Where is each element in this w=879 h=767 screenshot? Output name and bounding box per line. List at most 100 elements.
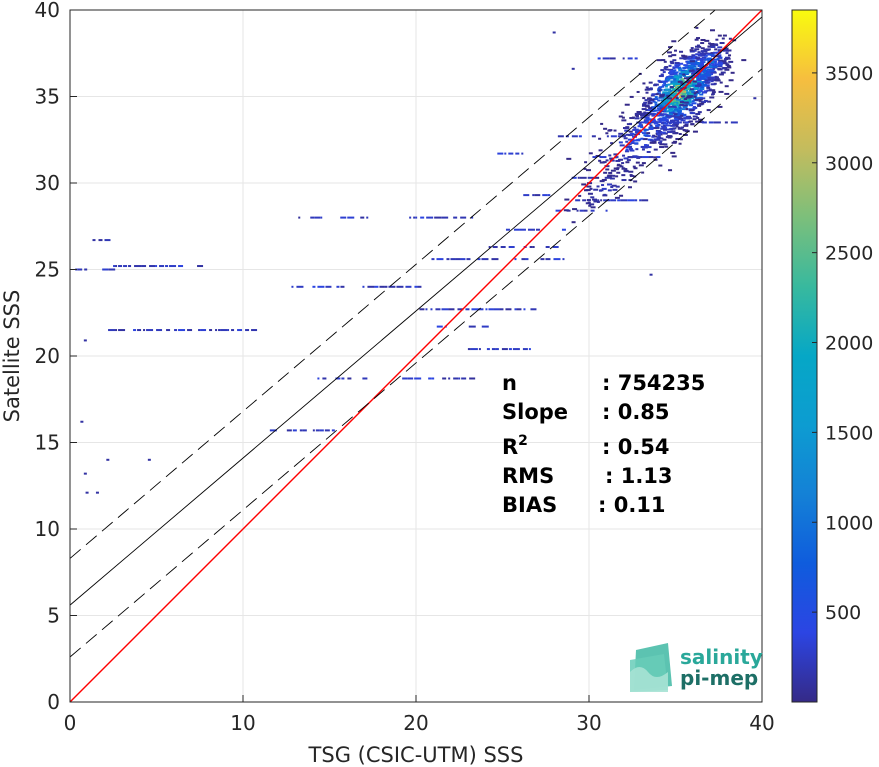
density-cell	[660, 73, 664, 76]
density-cell	[670, 75, 676, 78]
density-cell	[670, 105, 676, 108]
density-cell	[660, 99, 665, 102]
density-cell	[652, 113, 658, 116]
density-cell	[687, 85, 691, 88]
streak-cell	[340, 285, 345, 288]
density-cell	[627, 138, 633, 141]
streak-cell	[335, 377, 341, 380]
streak-cell	[156, 329, 163, 332]
density-cell	[674, 117, 678, 120]
density-cell	[677, 86, 681, 89]
streak-cell	[521, 152, 524, 155]
density-cell	[711, 91, 716, 94]
density-cell	[656, 137, 660, 140]
density-cell	[665, 120, 669, 123]
density-cell	[640, 116, 644, 119]
density-cell	[741, 59, 747, 62]
streak-cell	[215, 329, 218, 332]
density-cell	[669, 60, 674, 63]
density-cell	[644, 146, 648, 149]
density-cell	[605, 132, 609, 135]
x-tick-label: 40	[749, 711, 774, 735]
streak-cell	[552, 246, 559, 249]
density-cell	[716, 54, 722, 57]
streak-cell	[545, 246, 550, 249]
streak-cell	[471, 216, 474, 219]
streak-cell	[413, 216, 416, 219]
density-cell	[690, 82, 696, 85]
density-cell	[697, 83, 702, 86]
density-cell	[709, 96, 715, 99]
streak-cell	[512, 348, 520, 351]
streak-cell	[478, 348, 481, 351]
density-cell	[715, 78, 720, 81]
density-cell	[665, 124, 671, 127]
density-cell	[717, 62, 723, 65]
streak-cell	[133, 329, 137, 332]
density-cell	[689, 50, 695, 53]
streak-cell	[299, 429, 303, 432]
density-cell	[609, 177, 615, 180]
streak-cell	[571, 135, 578, 138]
density-cell	[657, 131, 662, 134]
streak-cell	[292, 429, 297, 432]
density-cell	[659, 95, 665, 98]
density-cell	[707, 74, 712, 77]
density-cell	[681, 93, 687, 96]
density-cell	[677, 80, 683, 83]
density-cell	[730, 71, 735, 74]
density-cell	[666, 91, 670, 94]
density-cell	[645, 86, 649, 89]
density-cell	[674, 76, 680, 79]
density-cell	[647, 97, 651, 100]
density-cell	[661, 81, 665, 84]
density-cell	[673, 78, 677, 81]
salinity-pimep-logo: salinity pi-mep	[630, 643, 763, 692]
streak-cell	[187, 329, 193, 332]
streak-cell	[523, 194, 530, 197]
streak-cell	[458, 377, 461, 380]
colorbar-tick-label: 1500	[825, 422, 873, 444]
density-cell	[659, 140, 663, 143]
density-cell	[603, 127, 608, 130]
identity-line	[70, 10, 762, 702]
streak-cell	[134, 265, 142, 268]
density-cell	[669, 90, 673, 93]
density-cell	[710, 61, 715, 64]
streak-cell	[547, 194, 551, 197]
density-cell	[659, 103, 665, 106]
density-cell	[706, 79, 712, 82]
density-cell	[657, 118, 662, 121]
streak-cell	[436, 325, 443, 328]
streak-cell	[491, 258, 499, 261]
density-cell	[684, 95, 689, 98]
density-cell	[689, 78, 693, 81]
density-cell	[682, 80, 687, 83]
density-cell	[693, 92, 697, 95]
data-point	[649, 273, 653, 276]
density-cell	[644, 99, 648, 102]
density-cell	[621, 111, 625, 114]
density-cell	[654, 96, 658, 99]
density-cell	[663, 110, 667, 113]
density-cell	[697, 111, 702, 114]
streak-cell	[419, 308, 425, 311]
streak-cell	[314, 216, 321, 219]
streak-cell	[620, 135, 626, 138]
density-cell	[701, 61, 705, 64]
streak-cell	[470, 348, 478, 351]
density-cell	[675, 97, 679, 100]
streak-cell	[481, 258, 489, 261]
streak-cell	[469, 377, 476, 380]
density-cell	[654, 121, 659, 124]
colorbar-tick-label: 2000	[825, 333, 873, 355]
density-cell	[698, 85, 704, 88]
density-cell	[653, 122, 658, 125]
data-point	[552, 31, 556, 34]
density-cell	[683, 55, 688, 58]
density-cell	[626, 159, 631, 162]
streak-cell	[617, 135, 621, 138]
density-cell	[681, 78, 685, 81]
density-cell	[695, 57, 701, 60]
streak-cell	[379, 285, 385, 288]
